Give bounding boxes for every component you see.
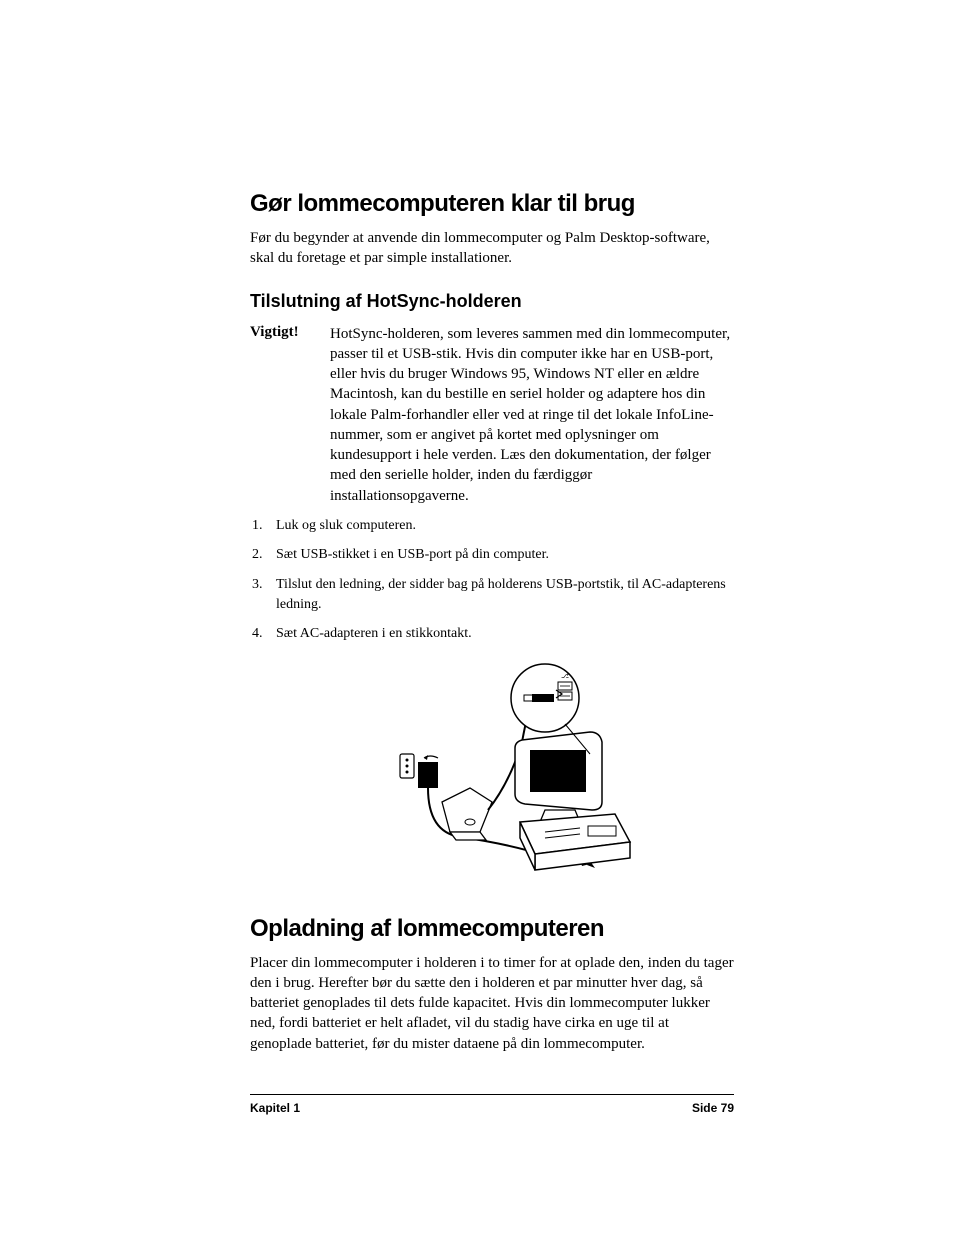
important-note: Vigtigt! HotSync-holderen, som leveres s… <box>250 324 734 506</box>
page-footer: Kapitel 1 Side 79 <box>250 1094 734 1115</box>
svg-text:⎇: ⎇ <box>561 672 569 680</box>
list-item: Sæt USB-stikket i en USB-port på din com… <box>250 545 734 565</box>
footer-page: Side 79 <box>692 1101 734 1115</box>
subsection-title: Tilslutning af HotSync-holderen <box>250 291 734 312</box>
connection-diagram: ⎇ <box>286 662 734 887</box>
note-text: HotSync-holderen, som leveres sammen med… <box>330 324 734 506</box>
list-item: Luk og sluk computeren. <box>250 516 734 536</box>
steps-list: Luk og sluk computeren. Sæt USB-stikket … <box>250 516 734 644</box>
section-title-2: Opladning af lommecomputeren <box>250 915 734 943</box>
list-item: Sæt AC-adapteren i en stikkontakt. <box>250 624 734 644</box>
intro-text: Før du begynder at anvende din lommecomp… <box>250 228 734 269</box>
diagram-svg: ⎇ <box>380 662 640 887</box>
note-label: Vigtigt! <box>250 324 330 506</box>
section-2-body: Placer din lommecomputer i holderen i to… <box>250 953 734 1054</box>
list-item: Tilslut den ledning, der sidder bag på h… <box>250 575 734 614</box>
section-title: Gør lommecomputeren klar til brug <box>250 190 734 218</box>
footer-chapter: Kapitel 1 <box>250 1101 300 1115</box>
